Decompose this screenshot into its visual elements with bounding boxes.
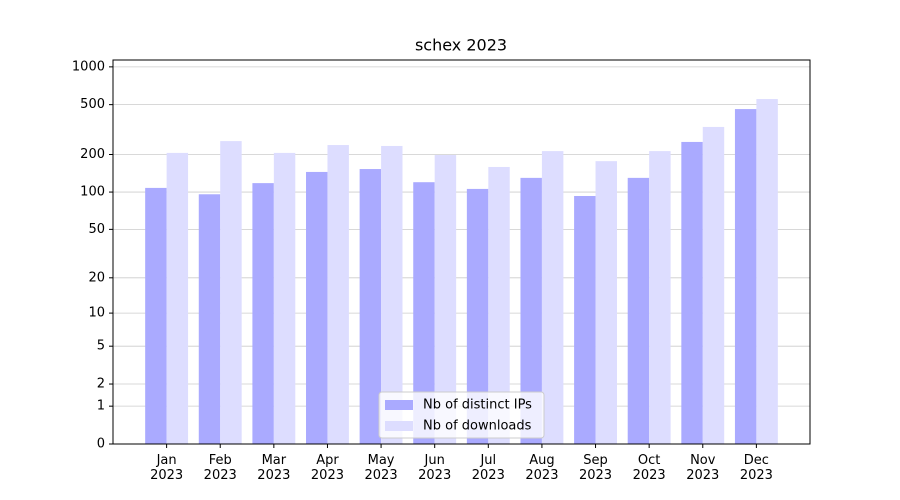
bar (381, 145, 403, 444)
y-tick-label: 20 (88, 270, 105, 285)
bar (520, 177, 542, 445)
bar (327, 145, 349, 445)
legend-swatch (385, 400, 413, 410)
plot-frame (112, 59, 811, 445)
bar (574, 195, 596, 444)
y-tick-label: 200 (80, 147, 105, 162)
x-tick-label: Dec 2023 (739, 453, 773, 483)
x-tick-label: Aug 2023 (525, 453, 559, 483)
bar (145, 187, 167, 444)
bar (220, 141, 242, 444)
bar (466, 188, 489, 444)
legend: Nb of distinct IPs Nb of downloads (378, 391, 545, 439)
x-tick-label: Feb 2023 (203, 453, 237, 483)
legend-swatch (385, 421, 413, 431)
x-tick-label: Nov 2023 (686, 453, 720, 483)
y-tick-label: 5 (97, 339, 105, 354)
legend-label: Nb of distinct IPs (423, 398, 532, 413)
y-tick-label: 50 (88, 222, 105, 237)
y-tick-label: 100 (80, 185, 105, 200)
bar (198, 194, 221, 444)
bar (359, 169, 382, 444)
bar (681, 141, 703, 444)
bar (252, 183, 274, 445)
y-tick-label: 500 (80, 97, 105, 112)
bar (734, 109, 757, 444)
chart-title: schex 2023 (415, 36, 507, 55)
bar (273, 152, 296, 444)
x-tick-label: Apr 2023 (310, 453, 344, 483)
y-tick-label: 2 (97, 377, 105, 392)
legend-label: Nb of downloads (423, 419, 532, 434)
x-tick-label: Jul 2023 (471, 453, 505, 483)
bar (413, 182, 435, 444)
bar (541, 151, 564, 444)
bar (756, 99, 778, 445)
bar (488, 166, 510, 444)
bar (306, 171, 328, 444)
y-tick-label: 10 (88, 306, 105, 321)
x-tick-label: Jun 2023 (418, 453, 452, 483)
x-tick-label: Mar 2023 (257, 453, 291, 483)
bar (627, 177, 650, 445)
y-tick-label: 1000 (72, 59, 105, 74)
x-tick-label: Oct 2023 (632, 453, 666, 483)
bar (702, 126, 725, 444)
bar (595, 161, 617, 444)
x-tick-label: May 2023 (364, 453, 398, 483)
x-tick-label: Sep 2023 (578, 453, 613, 483)
bar (166, 152, 189, 444)
y-tick-label: 0 (97, 437, 105, 452)
y-tick-label: 1 (97, 399, 105, 414)
x-tick-label: Jan 2023 (150, 453, 184, 483)
bar (434, 155, 457, 444)
legend-box (378, 391, 545, 439)
bar (649, 151, 671, 444)
